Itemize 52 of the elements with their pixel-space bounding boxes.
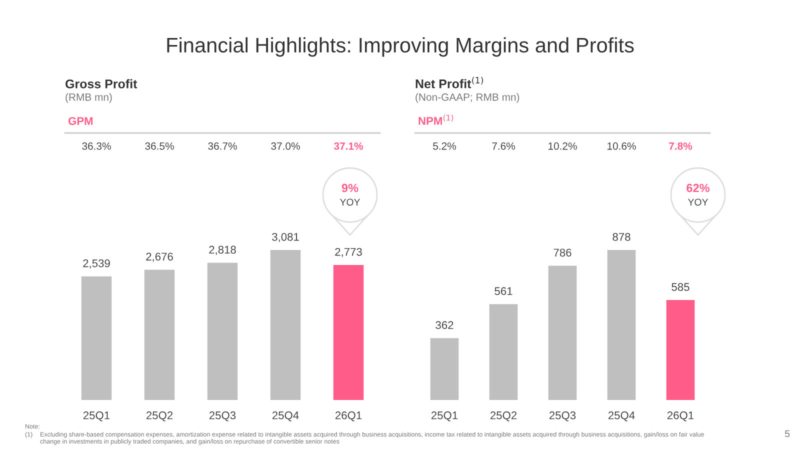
- chart-subtitle: (RMB mn): [66, 93, 112, 103]
- text: 36.7%: [208, 142, 237, 150]
- text: 5.2%: [433, 142, 456, 150]
- chart-title: Net Profit$^{(1)}$: [416, 76, 484, 88]
- x-tick-label: 25Q4: [608, 411, 635, 422]
- data-label: 878: [612, 232, 630, 241]
- text: 7.8%: [669, 142, 692, 150]
- bar: [81, 276, 112, 400]
- text: YOY: [340, 198, 360, 206]
- bar: [270, 250, 301, 400]
- text: YOY: [688, 198, 708, 206]
- data-label: 2,539: [83, 259, 110, 269]
- text: 37.0%: [271, 142, 300, 150]
- text: NPM$^{(1)}$: [418, 114, 454, 125]
- chart-title: Gross Profit: [66, 79, 138, 88]
- bar: [607, 250, 636, 400]
- text: 7.6%: [492, 142, 515, 150]
- x-tick-label: 26Q1: [667, 411, 694, 422]
- text: 10.6%: [608, 142, 636, 150]
- x-tick-label: 25Q2: [146, 411, 173, 422]
- data-label: 2,818: [209, 246, 236, 255]
- data-label: 786: [554, 248, 572, 257]
- data-label: 585: [672, 283, 690, 291]
- data-label: 3,081: [272, 232, 299, 242]
- bar: [207, 262, 238, 400]
- x-tick-label: 25Q3: [549, 411, 576, 422]
- data-label: 2,676: [146, 252, 173, 262]
- bar: [666, 300, 695, 400]
- x-tick-label: 25Q3: [209, 411, 236, 422]
- x-tick-label: 25Q1: [431, 411, 458, 422]
- data-label: 362: [436, 321, 454, 330]
- x-tick-label: 25Q4: [272, 411, 299, 422]
- text: 62%: [686, 184, 710, 192]
- bar: [548, 266, 577, 400]
- bar: [489, 304, 518, 400]
- text: 36.3%: [82, 142, 111, 150]
- data-label: 2,773: [335, 248, 362, 258]
- text: 9%: [342, 184, 358, 192]
- chart-subtitle: (Non-GAAP; RMB mn): [416, 93, 520, 103]
- x-tick-label: 25Q1: [83, 411, 110, 422]
- text: GPM: [68, 117, 93, 125]
- x-tick-label: 25Q2: [490, 411, 517, 422]
- text: 10.2%: [548, 142, 577, 150]
- text: Financial Highlights: Improving Margins and Profits: [167, 37, 634, 57]
- bar: [144, 270, 175, 400]
- data-label: 561: [494, 287, 512, 296]
- text: 37.1%: [334, 142, 363, 150]
- bar: [333, 264, 364, 400]
- x-tick-label: 26Q1: [335, 411, 362, 422]
- text: 36.5%: [145, 142, 174, 150]
- text: 5: [784, 430, 790, 438]
- bar: [430, 338, 459, 400]
